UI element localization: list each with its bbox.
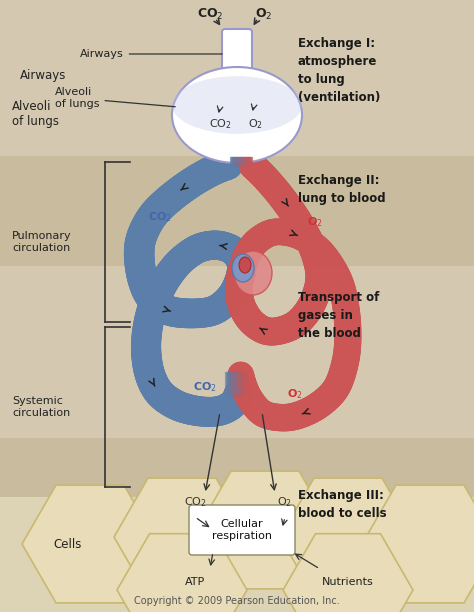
Bar <box>0 266 474 438</box>
Text: O$_2$: O$_2$ <box>277 495 292 509</box>
Text: Exchange II:
lung to blood: Exchange II: lung to blood <box>298 174 386 205</box>
Text: CO$_2$: CO$_2$ <box>148 210 172 224</box>
Text: CO$_2$: CO$_2$ <box>209 117 231 131</box>
Ellipse shape <box>234 251 272 295</box>
Bar <box>0 438 474 542</box>
Text: Exchange III:
blood to cells: Exchange III: blood to cells <box>298 490 387 520</box>
Bar <box>0 497 474 612</box>
Ellipse shape <box>232 254 254 282</box>
FancyBboxPatch shape <box>222 29 252 82</box>
Bar <box>0 156 474 266</box>
Ellipse shape <box>172 67 302 163</box>
Bar <box>0 542 474 612</box>
Text: Airways: Airways <box>80 49 222 59</box>
Text: Alveoli
of lungs: Alveoli of lungs <box>55 88 175 109</box>
Text: CO$_2$: CO$_2$ <box>197 7 223 21</box>
Text: Systemic
circulation: Systemic circulation <box>12 396 70 418</box>
Text: CO$_2$: CO$_2$ <box>183 495 206 509</box>
Text: Transport of
gases in
the blood: Transport of gases in the blood <box>298 291 379 340</box>
Text: O$_2$: O$_2$ <box>287 387 303 401</box>
Text: O$_2$: O$_2$ <box>307 215 323 229</box>
Text: ATP: ATP <box>185 577 205 587</box>
Text: O$_2$: O$_2$ <box>255 7 273 21</box>
Text: Cells: Cells <box>54 537 82 551</box>
Text: Pulmonary
circulation: Pulmonary circulation <box>12 231 72 253</box>
FancyBboxPatch shape <box>189 505 295 555</box>
Text: Copyright © 2009 Pearson Education, Inc.: Copyright © 2009 Pearson Education, Inc. <box>134 596 340 606</box>
Text: Cellular
respiration: Cellular respiration <box>212 519 272 541</box>
Ellipse shape <box>172 76 302 134</box>
Ellipse shape <box>239 257 251 273</box>
Text: Airways: Airways <box>20 69 66 81</box>
Bar <box>0 0 474 156</box>
Text: Exchange I:
atmosphere
to lung
(ventilation): Exchange I: atmosphere to lung (ventilat… <box>298 37 380 104</box>
Text: Nutrients: Nutrients <box>322 577 374 587</box>
Text: CO$_2$: CO$_2$ <box>193 380 217 394</box>
Text: O$_2$: O$_2$ <box>248 117 264 131</box>
Text: Alveoli
of lungs: Alveoli of lungs <box>12 100 59 128</box>
